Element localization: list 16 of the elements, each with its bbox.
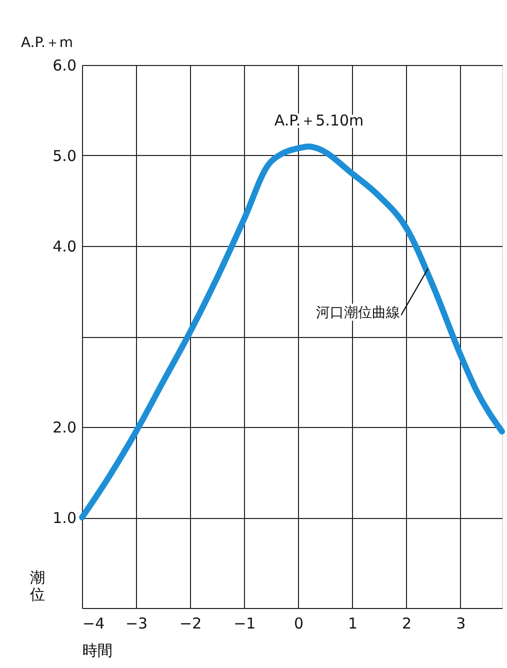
x-tick-label: 3 xyxy=(456,614,466,632)
y-tick-label: 4.0 xyxy=(52,238,76,256)
y-tick-label: 5.0 xyxy=(52,147,76,165)
x-axis-title: 時間 xyxy=(82,642,112,660)
y-tick-label: 2.0 xyxy=(52,418,76,436)
x-tick-label: −4 xyxy=(82,614,105,632)
y-tick-label: 6.0 xyxy=(52,56,76,74)
y-tick-label: 1.0 xyxy=(52,509,76,527)
x-tick-label: −2 xyxy=(180,614,202,632)
x-tick-label: 2 xyxy=(402,614,412,632)
x-tick-label: −3 xyxy=(125,614,148,632)
x-tick-label: 0 xyxy=(294,614,304,632)
x-tick-label: 1 xyxy=(348,614,358,632)
x-tick-label: −1 xyxy=(234,614,256,632)
text: A.P.＋m xyxy=(20,35,74,51)
y-axis-title: 潮位 xyxy=(30,568,45,604)
